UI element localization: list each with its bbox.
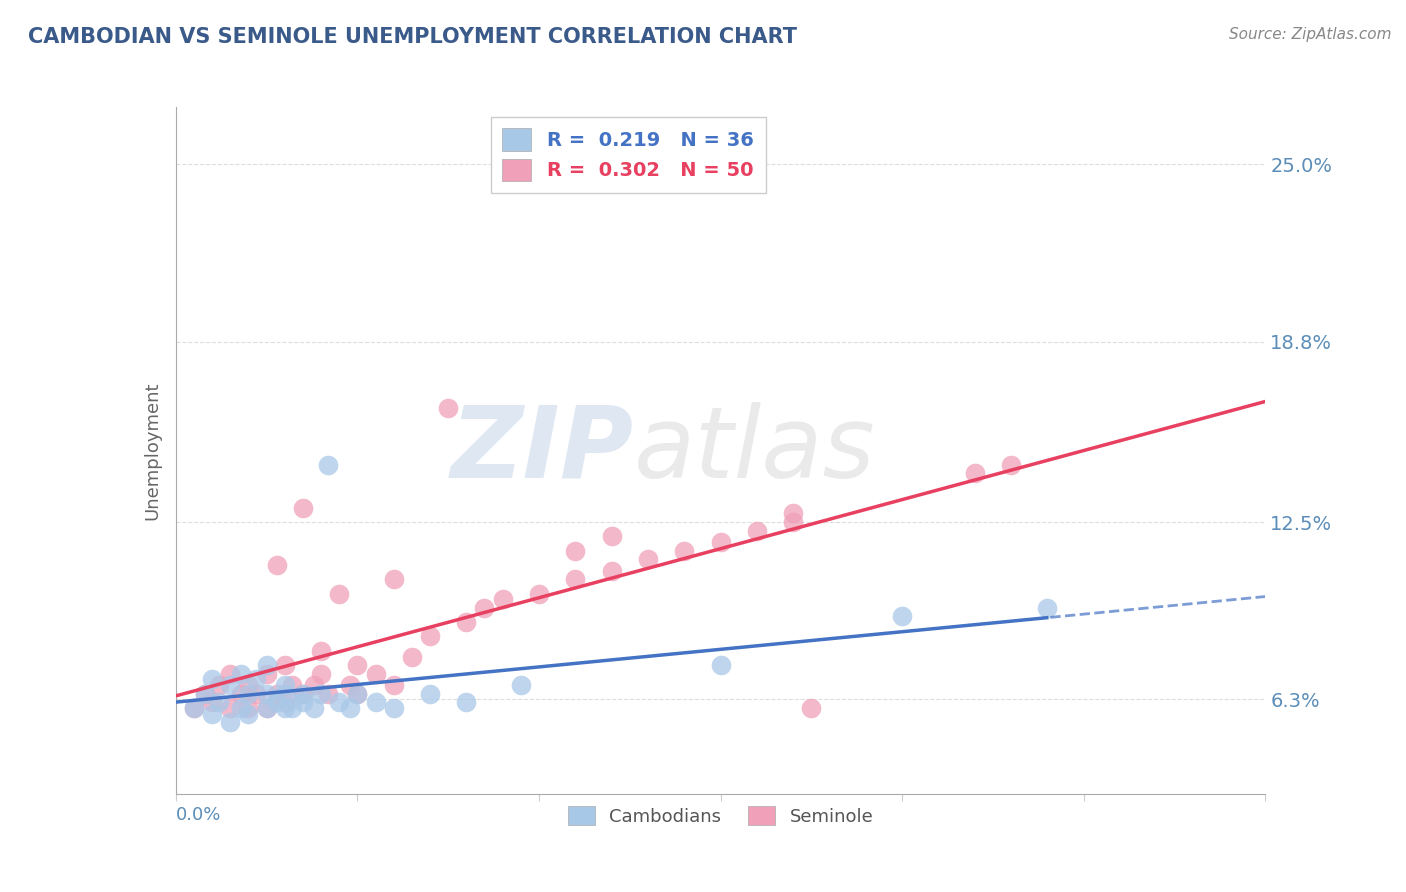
Point <box>256 701 278 715</box>
Point <box>238 701 260 715</box>
Point <box>382 701 405 715</box>
Point <box>382 572 405 586</box>
Point <box>183 701 205 715</box>
Point <box>673 543 696 558</box>
Point <box>274 695 297 709</box>
Point <box>208 695 231 709</box>
Point <box>245 687 267 701</box>
Point <box>600 529 623 543</box>
Point <box>339 701 361 715</box>
Point <box>492 592 515 607</box>
Point <box>219 715 242 730</box>
Point <box>382 678 405 692</box>
Point <box>219 678 242 692</box>
Point <box>291 500 314 515</box>
Point <box>219 666 242 681</box>
Point <box>281 701 304 715</box>
Point <box>346 687 368 701</box>
Point <box>328 695 350 709</box>
Point <box>274 687 297 701</box>
Point <box>419 687 441 701</box>
Point <box>328 586 350 600</box>
Point <box>201 695 224 709</box>
Point <box>564 543 586 558</box>
Point <box>891 609 914 624</box>
Point <box>401 649 423 664</box>
Text: ZIP: ZIP <box>450 402 633 499</box>
Text: atlas: atlas <box>633 402 875 499</box>
Text: 0.0%: 0.0% <box>176 806 221 824</box>
Point <box>231 666 253 681</box>
Point <box>201 673 224 687</box>
Point <box>456 695 478 709</box>
Point <box>600 564 623 578</box>
Point <box>238 678 260 692</box>
Point <box>266 695 288 709</box>
Text: CAMBODIAN VS SEMINOLE UNEMPLOYMENT CORRELATION CHART: CAMBODIAN VS SEMINOLE UNEMPLOYMENT CORRE… <box>28 27 797 46</box>
Point <box>346 658 368 673</box>
Point <box>318 687 340 701</box>
Point <box>256 687 278 701</box>
Point <box>474 600 496 615</box>
Point <box>456 615 478 630</box>
Point <box>1000 458 1022 472</box>
Y-axis label: Unemployment: Unemployment <box>143 381 162 520</box>
Point <box>564 572 586 586</box>
Point <box>364 695 387 709</box>
Point <box>238 687 260 701</box>
Point <box>256 658 278 673</box>
Point <box>800 701 823 715</box>
Point <box>201 706 224 721</box>
Point <box>219 701 242 715</box>
Point <box>309 687 332 701</box>
Point <box>274 658 297 673</box>
Point <box>274 678 297 692</box>
Point <box>710 535 733 549</box>
Point <box>183 701 205 715</box>
Point <box>231 687 253 701</box>
Point <box>281 678 304 692</box>
Point <box>238 706 260 721</box>
Point <box>256 701 278 715</box>
Point <box>256 666 278 681</box>
Point <box>245 673 267 687</box>
Point <box>266 558 288 572</box>
Point <box>437 401 460 415</box>
Point <box>208 678 231 692</box>
Point <box>527 586 550 600</box>
Point <box>291 695 314 709</box>
Point <box>302 678 325 692</box>
Point <box>339 678 361 692</box>
Point <box>274 701 297 715</box>
Point <box>318 458 340 472</box>
Point <box>194 687 217 701</box>
Legend: Cambodians, Seminole: Cambodians, Seminole <box>561 799 880 833</box>
Point <box>346 687 368 701</box>
Point <box>291 687 314 701</box>
Point <box>291 687 314 701</box>
Point <box>782 507 804 521</box>
Point <box>419 630 441 644</box>
Point <box>266 687 288 701</box>
Point <box>745 524 768 538</box>
Point <box>309 666 332 681</box>
Point <box>302 701 325 715</box>
Point <box>309 644 332 658</box>
Point <box>782 515 804 529</box>
Point <box>231 701 253 715</box>
Point <box>710 658 733 673</box>
Text: Source: ZipAtlas.com: Source: ZipAtlas.com <box>1229 27 1392 42</box>
Point <box>963 467 986 481</box>
Point <box>364 666 387 681</box>
Point <box>637 552 659 566</box>
Point <box>1036 600 1059 615</box>
Point <box>194 687 217 701</box>
Point <box>509 678 531 692</box>
